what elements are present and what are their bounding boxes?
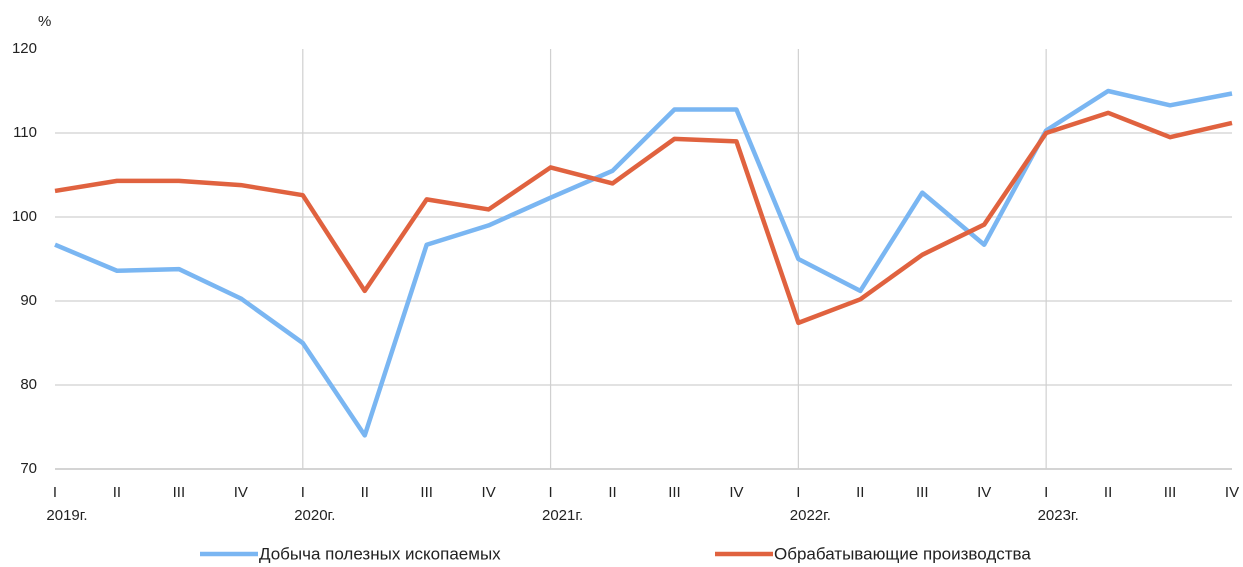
x-tick-label: II [113, 484, 121, 501]
y-tick-label: 100 [12, 208, 37, 225]
x-tick-label: III [173, 484, 186, 501]
x-tick-label: I [796, 484, 800, 501]
year-label: 2023г. [1038, 507, 1079, 524]
x-tick-label: III [1164, 484, 1177, 501]
y-tick-label: 70 [20, 460, 37, 477]
year-label: 2019г. [46, 507, 87, 524]
x-tick-label: IV [977, 484, 991, 501]
y-tick-label: 110 [13, 124, 37, 141]
x-tick-label: I [1044, 484, 1048, 501]
year-label: 2022г. [790, 507, 831, 524]
x-tick-label: III [916, 484, 929, 501]
x-tick-label: I [301, 484, 305, 501]
x-tick-label: II [856, 484, 864, 501]
legend-label: Обрабатывающие производства [774, 544, 1031, 563]
year-label: 2020г. [294, 507, 335, 524]
series-line [54, 88, 1233, 438]
legend-label: Добыча полезных ископаемых [259, 544, 501, 563]
y-tick-label: 90 [20, 292, 37, 309]
x-tick-label: I [53, 484, 57, 501]
x-tick-label: II [1104, 484, 1112, 501]
series-line [54, 110, 1233, 326]
y-tick-label: 80 [20, 376, 37, 393]
x-tick-label: III [668, 484, 681, 501]
x-tick-label: III [420, 484, 433, 501]
x-tick-label: I [548, 484, 552, 501]
x-tick-label: IV [729, 484, 743, 501]
x-tick-label: IV [234, 484, 248, 501]
x-tick-label: II [608, 484, 616, 501]
x-tick-label: IV [1225, 484, 1239, 501]
year-label: 2021г. [542, 507, 583, 524]
x-tick-label: IV [482, 484, 496, 501]
y-unit: % [38, 13, 51, 30]
x-tick-label: II [361, 484, 369, 501]
y-tick-label: 120 [12, 40, 37, 57]
